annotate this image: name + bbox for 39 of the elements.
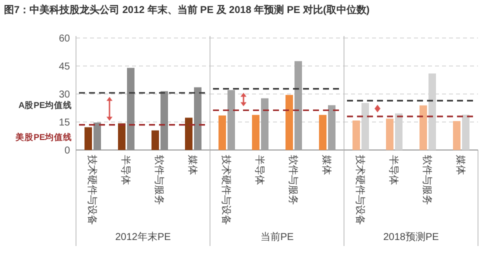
bar [94,122,101,150]
x-tick-label: 技术硬件与设备 [220,154,232,225]
bar [127,68,134,150]
x-tick-label: 半导体 [119,155,132,185]
x-tick-label: 软件与服务 [152,155,165,205]
bar [386,118,394,150]
bar [352,120,360,150]
bar [152,130,159,150]
x-tick-label: 半导体 [253,155,266,185]
x-tick-label: 半导体 [387,155,400,185]
y-tick-label: 30 [58,90,70,100]
bar [453,121,460,150]
x-tick-label: 软件与服务 [286,155,299,205]
chart-title: 图7：中美科技股龙头公司 2012 年末、当前 PE 及 2018 年预测 PE 对比(取中位数) [4,4,370,16]
x-axis-title: 2018预测PE [383,231,440,243]
x-axis-title: 2012年末PE [115,231,172,243]
y-tick-label: 15 [58,118,70,128]
bar [160,91,168,150]
bar [84,127,92,150]
y-tick-label: 0 [64,146,70,156]
y-tick-label: 45 [58,62,70,72]
ref-line-label: A股PE均值线 [18,100,72,110]
x-tick-label: 技术硬件与设备 [86,154,98,225]
bar [218,115,226,150]
y-tick-label: 60 [58,34,70,44]
bar [420,105,427,150]
x-tick-label: 媒体 [186,155,198,175]
bar [194,87,202,150]
bar [286,94,293,150]
bar [185,118,192,150]
bar [252,114,260,150]
x-tick-label: 媒体 [454,155,466,175]
x-axis-title: 当前PE [260,231,294,243]
bar [118,123,126,150]
x-tick-label: 技术硬件与设备 [354,154,366,225]
ref-line-label: 美股PE均值线 [14,132,72,142]
bar [319,114,326,150]
x-tick-label: 媒体 [320,155,332,175]
x-tick-label: 软件与服务 [420,155,433,205]
